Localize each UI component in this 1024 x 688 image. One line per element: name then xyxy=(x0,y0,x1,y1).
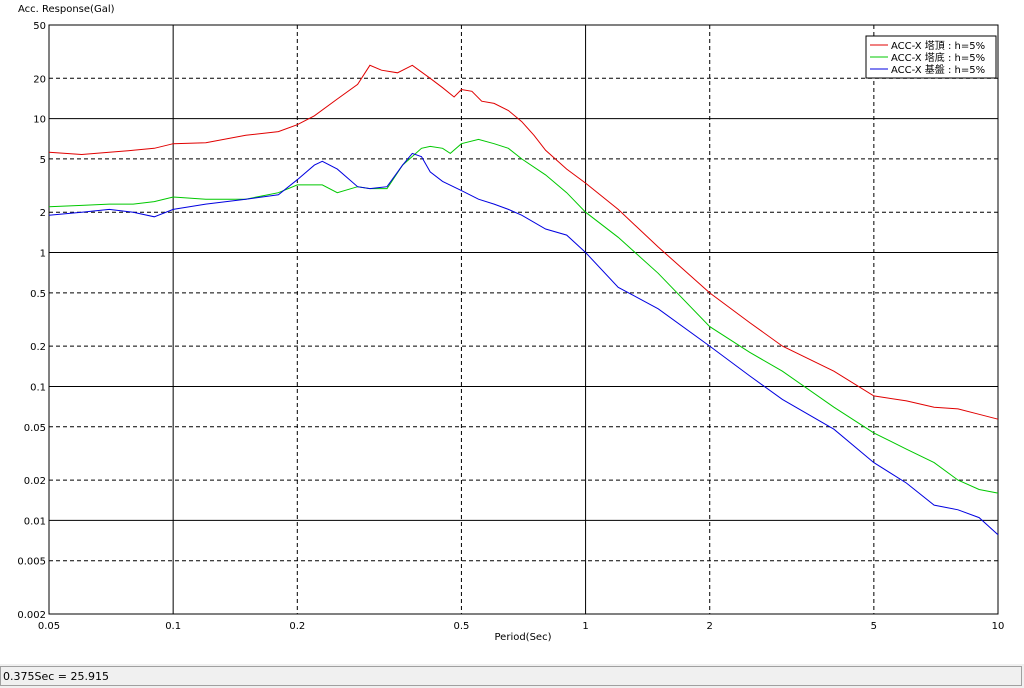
series-line xyxy=(48,138,999,494)
x-tick-label: 0.1 xyxy=(165,621,181,632)
y-tick-label: 0.02 xyxy=(24,476,46,487)
plot-area xyxy=(48,24,999,615)
y-tick-label: 50 xyxy=(33,21,46,32)
series-line xyxy=(48,64,999,420)
y-tick-label: 10 xyxy=(33,115,46,126)
x-tick-label: 2 xyxy=(707,621,713,632)
y-tick-label: 5 xyxy=(40,155,46,166)
x-axis-label: Period(Sec) xyxy=(495,632,552,643)
y-tick-label: 1 xyxy=(40,249,46,260)
y-tick-label: 0.2 xyxy=(30,342,46,353)
y-tick-label: 0.005 xyxy=(17,557,46,568)
y-tick-label: 0.01 xyxy=(24,516,46,527)
y-axis-label: Acc. Response(Gal) xyxy=(18,4,115,15)
x-tick-label: 10 xyxy=(992,621,1005,632)
y-tick-label: 20 xyxy=(33,74,46,85)
series-line xyxy=(48,152,999,536)
y-tick-label: 0.05 xyxy=(24,423,46,434)
legend-label: ACC-X 塔底 : h=5% xyxy=(891,51,985,64)
y-tick-label: 0.002 xyxy=(17,610,46,621)
x-tick-label: 5 xyxy=(871,621,877,632)
x-tick-label: 0.2 xyxy=(289,621,305,632)
x-tick-label: 0.05 xyxy=(38,621,60,632)
y-tick-label: 0.5 xyxy=(30,289,46,300)
x-tick-label: 0.5 xyxy=(453,621,469,632)
status-bar: 0.375Sec = 25.915 xyxy=(0,666,1022,686)
y-tick-label: 0.1 xyxy=(30,382,46,393)
x-tick-label: 1 xyxy=(582,621,588,632)
legend-label: ACC-X 塔頂 : h=5% xyxy=(891,39,985,52)
y-tick-label: 2 xyxy=(40,208,46,219)
legend-label: ACC-X 基盤 : h=5% xyxy=(891,63,985,76)
chart: Acc. Response(Gal) Period(Sec) 0.002 0.00… xyxy=(0,0,1024,664)
